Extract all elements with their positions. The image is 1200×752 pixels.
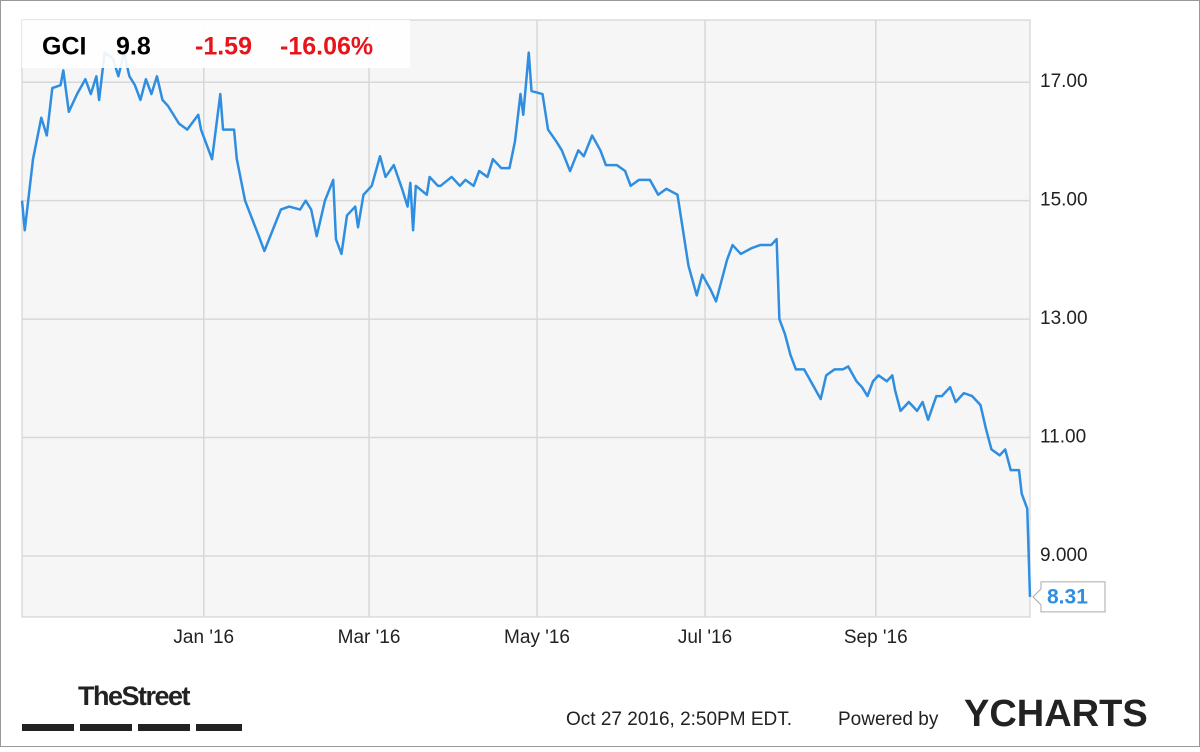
y-tick-label: 13.00 xyxy=(1040,308,1088,329)
brand-bar xyxy=(80,724,132,731)
header-box xyxy=(22,20,410,68)
end-value-label: 8.31 xyxy=(1047,585,1088,608)
brand-bar xyxy=(22,724,74,731)
y-tick-label: 17.00 xyxy=(1040,71,1088,92)
y-tick-label: 15.00 xyxy=(1040,190,1088,211)
change: -1.59 xyxy=(195,33,252,61)
price-line xyxy=(20,51,1032,597)
x-tick-label: Jan '16 xyxy=(173,627,234,648)
powered-by: Powered by xyxy=(838,709,939,730)
y-tick-label: 11.00 xyxy=(1040,427,1086,448)
y-tick-label: 9.000 xyxy=(1040,545,1088,566)
brand-bar xyxy=(196,724,242,731)
brand-logo: TheStreet xyxy=(78,681,191,711)
ycharts-logo: YCHARTS xyxy=(964,693,1148,735)
change-percent: -16.06% xyxy=(280,33,373,61)
timestamp: Oct 27 2016, 2:50PM EDT. xyxy=(566,709,792,730)
x-tick-label: Jul '16 xyxy=(678,627,732,648)
x-tick-label: Sep '16 xyxy=(844,627,908,648)
x-tick-label: May '16 xyxy=(504,627,570,648)
ticker: GCI xyxy=(42,33,86,61)
end-label-box xyxy=(1032,581,1106,613)
x-tick-label: Mar '16 xyxy=(338,627,401,648)
brand-bar xyxy=(138,724,190,731)
price: 9.8 xyxy=(116,33,151,61)
